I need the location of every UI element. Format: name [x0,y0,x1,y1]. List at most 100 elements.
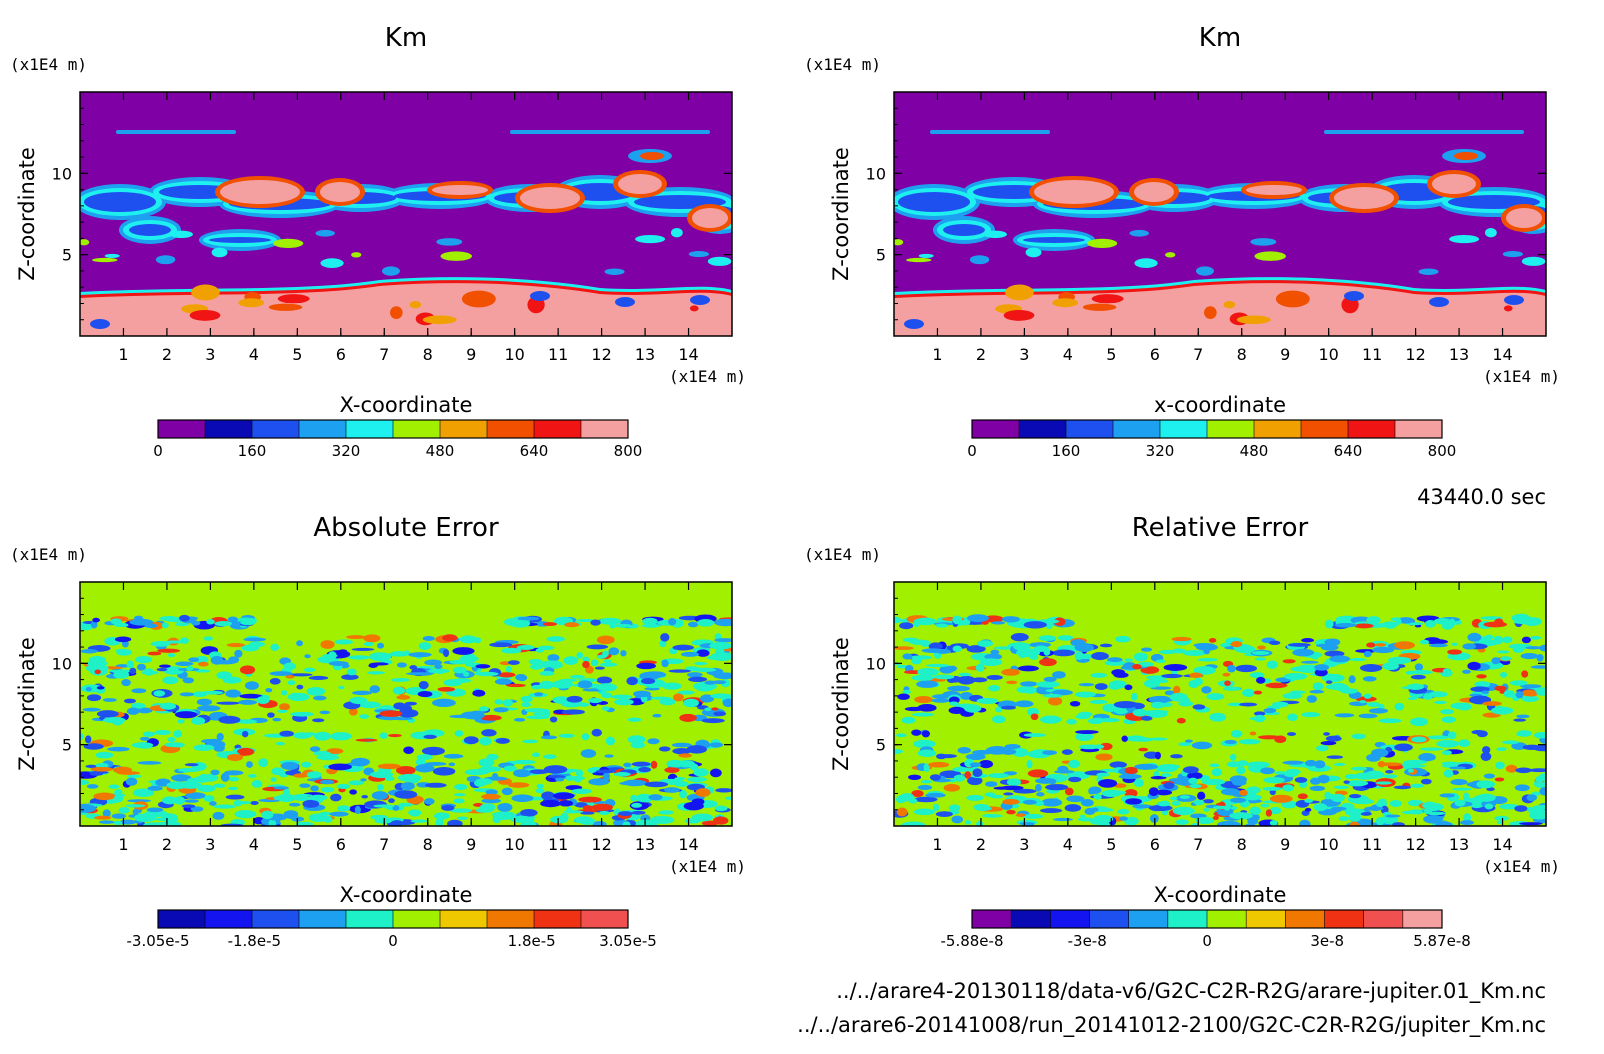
contour-speck [363,641,374,647]
contour-speck [1010,632,1029,642]
contour-speck [903,622,912,629]
contour-speck [650,815,675,824]
contour-band [209,237,271,243]
contour-speck [258,758,269,768]
contour-speck [141,670,159,675]
contour-speck [354,805,361,815]
contour-speck [935,811,953,818]
contour-speck [244,681,259,690]
contour-speck [575,619,596,623]
x-tick-label: 1 [932,835,942,854]
contour-speck [917,667,940,677]
contour-speck [398,802,413,807]
contour-speck [695,788,711,797]
contour-speck [1314,760,1326,769]
contour-speck [1509,680,1528,686]
contour-speck [668,618,677,626]
contour-speck [517,616,540,621]
contour-speck [1362,676,1377,682]
contour-speck [1206,693,1225,701]
contour-band [1334,187,1394,209]
contour-speck [351,252,362,258]
contour-speck [277,793,296,803]
contour-speck [92,257,118,263]
contour-speck [1424,639,1449,645]
contour-speck [694,661,708,666]
contour-speck [577,680,593,689]
contour-speck [1003,792,1014,796]
contour-speck [167,736,176,742]
contour-speck [917,784,933,791]
contour-speck [1449,234,1480,244]
contour-speck [1057,635,1074,641]
contour-speck [1175,819,1189,825]
plot-frame [893,581,1547,827]
contour-speck [1192,704,1206,710]
x-axis-label: X-coordinate [340,883,473,907]
contour-band [432,185,488,195]
contour-speck [129,618,153,626]
contour-speck [349,696,368,705]
contour-speck [1411,670,1433,675]
contour-speck [894,239,904,246]
contour-speck [1420,778,1432,785]
contour-speck [1418,268,1439,275]
x-tick-label: 2 [976,345,986,364]
contour-speck [1539,644,1546,652]
contour-speck [394,790,418,799]
contour-speck [1533,732,1546,739]
contour-speck [570,674,585,679]
contour-speck [361,795,369,799]
colorbar-swatch [346,420,394,438]
contour-speck [1282,659,1296,664]
contour-speck [1178,700,1194,707]
contour-speck [167,653,176,658]
contour-speck [1348,675,1356,684]
contour-speck [535,788,545,794]
contour-speck [191,284,220,301]
contour-speck [1265,809,1272,817]
contour-speck [1237,760,1249,767]
contour-speck [1515,767,1532,774]
contour-speck [1208,638,1217,643]
contour-speck [315,229,335,237]
contour-speck [242,730,249,738]
contour-speck [392,804,400,811]
contour-speck [1043,676,1057,682]
colorbar-swatch [252,420,300,438]
contour-speck [1454,799,1466,807]
contour-speck [113,794,124,803]
contour-speck [1451,642,1458,646]
contour-speck [1345,780,1369,787]
contour-speck [1239,702,1258,707]
contour-speck [1039,658,1057,667]
contour-speck [270,643,280,651]
contour-speck [1057,765,1069,773]
y-axis-label: Z-coordinate [15,637,39,771]
contour-speck [1091,652,1109,661]
contour-speck [406,672,430,676]
contour-speck [664,767,680,773]
contour-speck [1382,662,1399,671]
contour-speck [421,746,445,756]
contour-speck [443,679,463,687]
colorbar-swatch [1160,420,1208,438]
contour-speck [658,746,671,752]
contour-speck [539,670,555,676]
contour-speck [96,686,105,690]
colorbar-tick-label: 480 [1240,442,1269,460]
contour-speck [647,738,660,745]
contour-speck [1474,681,1491,688]
contour-speck [434,812,450,820]
contour-speck [1236,315,1271,325]
contour-speck [1155,659,1166,664]
contour-speck [218,715,241,724]
contour-speck [320,779,335,785]
contour-speck [1155,789,1173,796]
contour-speck [580,749,597,758]
contour-speck [147,651,162,656]
contour-speck [686,745,707,754]
contour-speck [214,621,233,627]
contour-speck [329,811,349,817]
